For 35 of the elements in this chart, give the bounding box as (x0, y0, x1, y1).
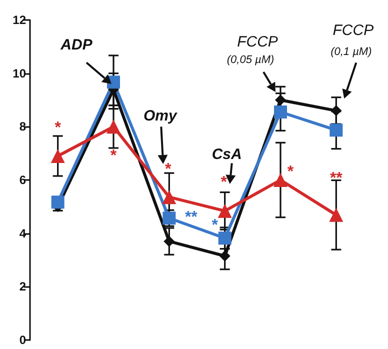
point (330, 124, 343, 137)
annotation: (0,05 µM) (226, 54, 274, 66)
y-tick-label: 4 (19, 226, 26, 240)
annotation: ** (184, 208, 198, 226)
point (51, 196, 64, 209)
annotation: ADP (60, 36, 94, 54)
point (106, 120, 120, 134)
point (218, 232, 232, 245)
annotation: FCCP (237, 34, 278, 51)
annotation: CsA (212, 146, 242, 164)
annotation: ** (330, 170, 344, 188)
annotation: Omy (143, 108, 178, 124)
y-tick-label: 2 (19, 280, 26, 294)
y-tick-label: 6 (19, 173, 26, 187)
point (274, 173, 288, 187)
point (329, 208, 344, 222)
point (218, 204, 232, 218)
point (162, 190, 176, 204)
annotation: * (212, 216, 219, 234)
annotation: * (220, 174, 228, 192)
y-tick-label: 8 (19, 120, 26, 134)
point (275, 94, 286, 106)
point (164, 236, 175, 247)
point (274, 106, 287, 118)
annotation: FCCP (332, 22, 374, 40)
annotation: (0,1 µM) (330, 46, 372, 58)
y-tick-label: 10 (12, 66, 26, 80)
point (330, 105, 342, 116)
y-tick-label: 12 (12, 13, 26, 27)
annotation: * (165, 160, 172, 178)
point (50, 149, 65, 163)
annotation: * (287, 164, 294, 180)
annotation: * (54, 120, 62, 136)
point (219, 250, 230, 262)
annotation: * (110, 148, 118, 164)
